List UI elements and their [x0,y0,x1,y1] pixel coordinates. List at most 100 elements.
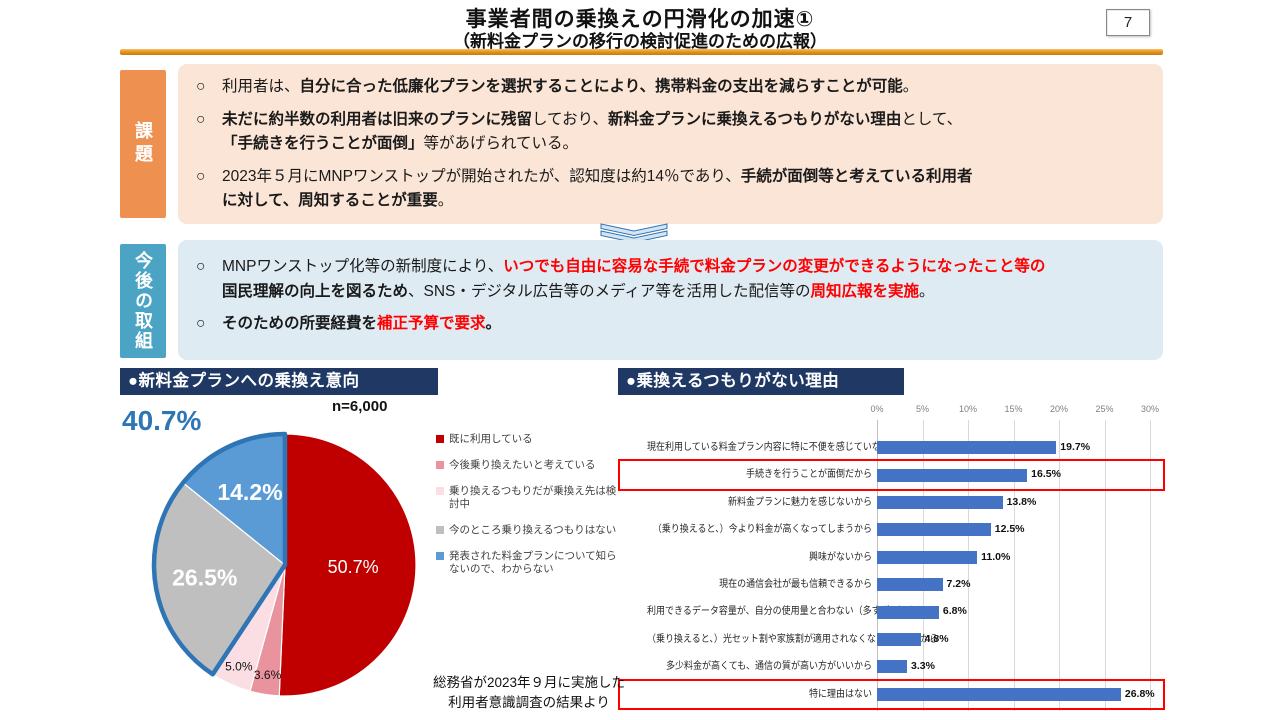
gridline [877,420,878,711]
bar-value-label: 6.8% [942,605,967,618]
axis-tick-label: 30% [1140,404,1159,414]
pie-slice-value: 5.0% [225,660,253,674]
gridline [1013,420,1015,711]
axis-tick-label: 15% [1004,404,1023,414]
bar-chart: 0% 5% 10% 15% 20% 25% 30% 現在利用している料金プラン内容に特に不便を… [618,404,1167,716]
bar-category-label: 手続きを行うことが面倒だから [746,469,872,481]
bar-category-label: 新料金プランに魅力を感じないから [728,496,872,508]
page-number-badge: 7 [1106,9,1150,36]
pie-slice-value: 26.5% [172,565,237,591]
bullet-text: そのための所要経費を補正予算で要求。 [222,315,502,332]
legend-item: 発表された料金プランについて知らないので、わからない [436,550,618,576]
axis-tick-label: 5% [915,404,929,414]
bar-value-label: 12.5% [994,523,1025,536]
gridline [1150,420,1151,711]
bar-category-label: 現在利用している料金プラン内容に特に不便を感じていないから [647,442,908,453]
bullet-text: 2023年５月にMNPワンストップが開始されたが、認知度は約14％であり、手続が… [222,167,973,210]
gridline [922,420,924,711]
pie-slice-value: 3.6% [254,668,282,682]
bar [877,550,978,564]
axis-tick-label: 25% [1095,404,1114,414]
bullet-text: MNPワンストップ化等の新制度により、いつでも自由に容易な手続で料金プランの変更… [222,258,1046,300]
bar-value-label: 3.3% [911,660,935,673]
pie-legend: 既に利用している今後乗り換えたいと考えている乗り換えるつもりだが乗換え先は検討中… [436,433,618,576]
bar-category-label: 多少料金が高くても、通信の質が高い方がいいから [665,661,872,673]
gridline [1104,420,1106,711]
legend-label: 乗り換えるつもりだが乗換え先は検討中 [449,485,617,510]
bar-category-label: 特に理由はない [809,688,872,700]
title-divider [120,49,1163,55]
legend-label: 今後乗り換えたいと考えている [449,459,596,471]
bar-category-label: 現在の通信会社が最も信頼できるから [719,579,872,590]
pie-chart: 50.7% 3.6%5.0% 26.5% 14.2% [151,431,417,697]
bullet-marker: ○ [196,315,206,332]
actions-section-label: 今後の取組 [120,244,166,358]
bullet-marker: ○ [196,110,206,128]
bar [877,468,1028,482]
issues-panel: ○ 利用者は、自分に合った低廉化プランを選択することにより、携帯料金の支出を減らす… [178,64,1163,224]
pie-slice-value: 50.7% [328,557,379,577]
bar-value-label: 7.2% [946,578,971,590]
bar-value-label: 11.0% [981,550,1011,563]
legend-item: 今後乗り換えたいと考えている [436,459,618,472]
bar [877,605,939,619]
highlight-total-label: 40.7% [122,405,202,436]
axis-tick-label: 10% [958,404,977,414]
legend-item: 乗り換えるつもりだが乗換え先は検討中 [436,485,618,511]
gridline [968,420,969,711]
issues-section-label: 課題 [120,70,166,218]
highlight-box [618,678,1165,710]
legend-swatch [436,461,444,469]
bar-value-label: 4.8% [924,632,949,645]
pie-slice-value: 14.2% [217,479,282,505]
axis-tick-label: 20% [1049,404,1068,414]
bar-value-label: 19.7% [1060,441,1091,453]
pie-highlight-outline [151,431,288,677]
bullet-marker: ○ [196,258,206,275]
bar-category-label: （乗り換えると、）今より料金が高くなってしまうから [652,524,872,536]
pie-chart-title: ●新料金プランへの乗換え意向 [120,368,438,395]
bar-value-label: 16.5% [1031,468,1061,481]
bar-value-label: 26.8% [1124,687,1155,700]
bar-value-label: 13.8% [1006,495,1037,508]
legend-label: 今のところ乗り換えるつもりはない [449,524,617,536]
bar-category-label: 利用できるデータ容量が、自分の使用量と合わない（多すぎる）から [647,606,926,618]
legend-label: 既に利用している [449,433,533,445]
legend-swatch [436,435,444,443]
bar [877,578,943,592]
legend-swatch [436,487,444,495]
legend-item: 既に利用している [436,433,618,446]
bar-category-label: 興味がないから [809,551,872,563]
legend-item: 今のところ乗り換えるつもりはない [436,524,618,537]
bar [877,496,1003,509]
pie-slice [278,433,417,697]
legend-swatch [436,552,444,560]
bullet-marker: ○ [196,78,206,95]
page-title: 事業者間の乗換えの円滑化の加速① [465,8,815,31]
bullet-item: ○ そのための所要経費を補正予算で要求。 [196,312,1145,337]
sample-size-label: n=6,000 [332,398,388,415]
bullet-item: ○ MNPワンストップ化等の新制度により、いつでも自由に容易な手続で料金プランの変… [196,255,1145,304]
bullet-item: ○ 未だに約半数の利用者は旧来のプランに残留しており、新料金プランに乗換えるつもり… [196,108,1145,157]
bar [877,441,1057,455]
bar [877,660,908,674]
actions-panel: ○ MNPワンストップ化等の新制度により、いつでも自由に容易な手続で料金プランの変… [178,240,1163,360]
bullet-marker: ○ [196,167,206,185]
axis-tick-label: 0% [870,404,884,414]
bullet-item: ○ 2023年５月にMNPワンストップが開始されたが、認知度は約14％であり、手続… [196,165,1145,214]
page-subtitle: （新料金プランの移行の検討促進のための広報） [453,32,827,51]
bullet-text: 利用者は、自分に合った低廉化プランを選択することにより、携帯料金の支出を減らすこ… [222,78,919,95]
bar [877,523,991,537]
legend-swatch [436,526,444,534]
source-note: 総務省が2023年９月に実施した 利用者意識調査の結果より [398,673,660,712]
source-note-line2: 利用者意識調査の結果より [448,694,610,710]
gridline [1059,420,1060,711]
bar [877,687,1121,701]
bullet-text: 未だに約半数の利用者は旧来のプランに残留しており、新料金プランに乗換えるつもりが… [222,110,963,153]
bar-chart-title: ●乗換えるつもりがない理由 [618,368,904,395]
bar [877,633,921,646]
legend-label: 発表された料金プランについて知らないので、わからない [449,550,617,575]
source-note-line1: 総務省が2023年９月に実施した [432,675,626,690]
highlight-box [618,459,1165,491]
bar-category-label: （乗り換えると、）光セット割や家族割が適用されなくなってしまうから [647,633,939,645]
